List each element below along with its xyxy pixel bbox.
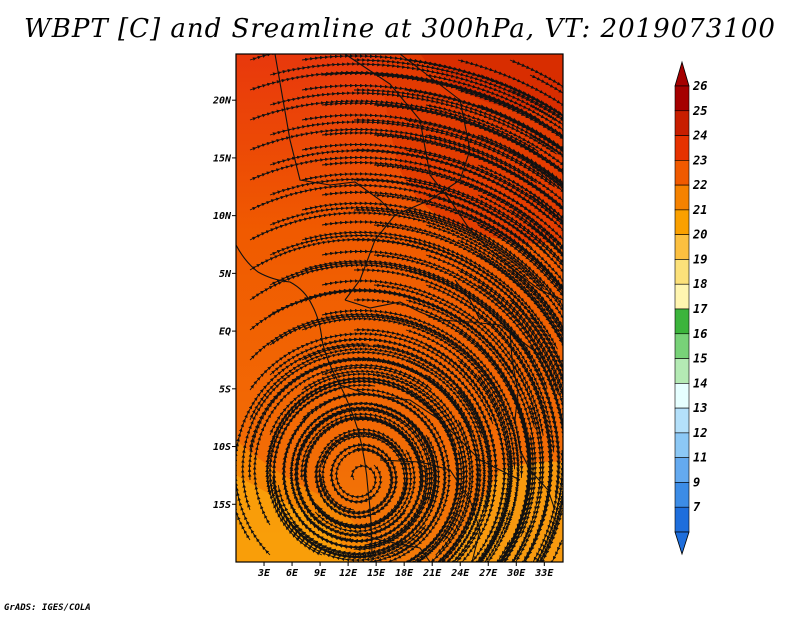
colorbar-label: 22 — [692, 178, 707, 192]
colorbar-swatch — [674, 160, 690, 186]
streamline — [482, 509, 511, 562]
colorbar-swatch — [674, 333, 690, 359]
lon-tick-label: 24E — [450, 568, 470, 579]
colorbar-label: 23 — [692, 153, 707, 167]
lon-tick-label: 18E — [395, 568, 414, 579]
colorbar-label: 15 — [693, 352, 707, 366]
colorbar-bottom-arrow — [674, 531, 690, 556]
colorbar-label: 9 — [693, 475, 700, 489]
map-title: WBPT [C] and Sreamline at 300hPa, VT: 20… — [24, 14, 776, 44]
streamline — [511, 524, 531, 562]
map-panel — [236, 54, 563, 562]
streamline — [249, 54, 296, 61]
colorbar-label: 20 — [692, 228, 707, 242]
lat-tick-label: EQ — [219, 327, 231, 338]
colorbar-label: 11 — [693, 451, 707, 465]
colorbar-swatch — [674, 209, 690, 235]
colorbar-label: 26 — [692, 79, 707, 93]
colorbar-swatch — [674, 358, 690, 384]
color-bar: 26 25 24 23 22 21 20 19 18 17 16 15 14 13 12 11 9 7 — [674, 60, 708, 556]
colorbar-swatch — [674, 482, 690, 508]
colorbar-swatch — [674, 283, 690, 310]
lon-tick-label: 30E — [506, 568, 526, 579]
colorbar-swatch — [674, 506, 690, 533]
colorbar-top-arrow — [674, 60, 690, 87]
streamline — [550, 539, 563, 562]
lon-tick-label: 15E — [367, 568, 386, 579]
colorbar-swatch — [674, 383, 690, 409]
colorbar-label: 13 — [693, 401, 707, 415]
lon-tick-label: 21E — [422, 568, 442, 579]
lon-tick-label: 3E — [257, 568, 271, 579]
lon-tick-label: 33E — [534, 568, 554, 579]
colorbar-label: 18 — [693, 277, 707, 291]
colorbar-label: 17 — [693, 302, 708, 316]
lat-tick-label: 5S — [219, 384, 231, 395]
colorbar-swatch — [674, 259, 690, 285]
colorbar-swatch — [674, 184, 690, 211]
lat-tick-label: 15N — [213, 153, 232, 164]
colorbar-swatch — [674, 407, 690, 434]
lon-tick-label: 27E — [478, 568, 498, 579]
colorbar-swatch — [674, 432, 690, 458]
colorbar-swatch — [674, 234, 690, 260]
streamline — [541, 509, 563, 562]
colorbar-swatch — [674, 135, 690, 161]
map-frame — [235, 53, 564, 563]
lat-tick-label: 5N — [219, 269, 232, 280]
lat-tick-label: 10S — [213, 442, 231, 453]
grads-credit: GrADS: IGES/COLA — [4, 603, 91, 613]
colorbar-label: 24 — [692, 129, 707, 143]
colorbar-label: 14 — [693, 376, 707, 390]
colorbar-label: 25 — [692, 104, 707, 118]
streamline — [412, 554, 427, 562]
colorbar-label: 7 — [693, 500, 701, 514]
streamline — [236, 342, 369, 556]
colorbar-label: 19 — [693, 252, 707, 266]
colorbar-swatch — [674, 308, 690, 335]
colorbar-swatch — [674, 85, 690, 112]
streamlines — [236, 54, 563, 562]
lat-tick-label: 20N — [212, 96, 232, 107]
lat-tick-label: 15S — [213, 500, 231, 511]
streamline — [437, 539, 459, 562]
lon-tick-label: 6E — [286, 568, 299, 579]
lat-tick-label: 10N — [213, 211, 232, 222]
colorbar-label: 12 — [693, 426, 707, 440]
lon-tick-label: 9E — [314, 568, 327, 579]
lon-tick-label: 12E — [339, 568, 358, 579]
country-borders — [236, 54, 563, 562]
colorbar-swatch — [674, 457, 690, 483]
longitude-axis: 3E 6E 9E 12E 15E 18E 21E 24E 27E 30E 33E — [257, 562, 554, 579]
streamline — [271, 383, 376, 559]
latitude-axis: 20N 15N 10N 5N EQ 5S 10S 15S — [212, 96, 236, 511]
colorbar-label: 21 — [692, 203, 707, 217]
colorbar-label: 16 — [693, 327, 707, 341]
colorbar-swatch — [674, 110, 690, 136]
